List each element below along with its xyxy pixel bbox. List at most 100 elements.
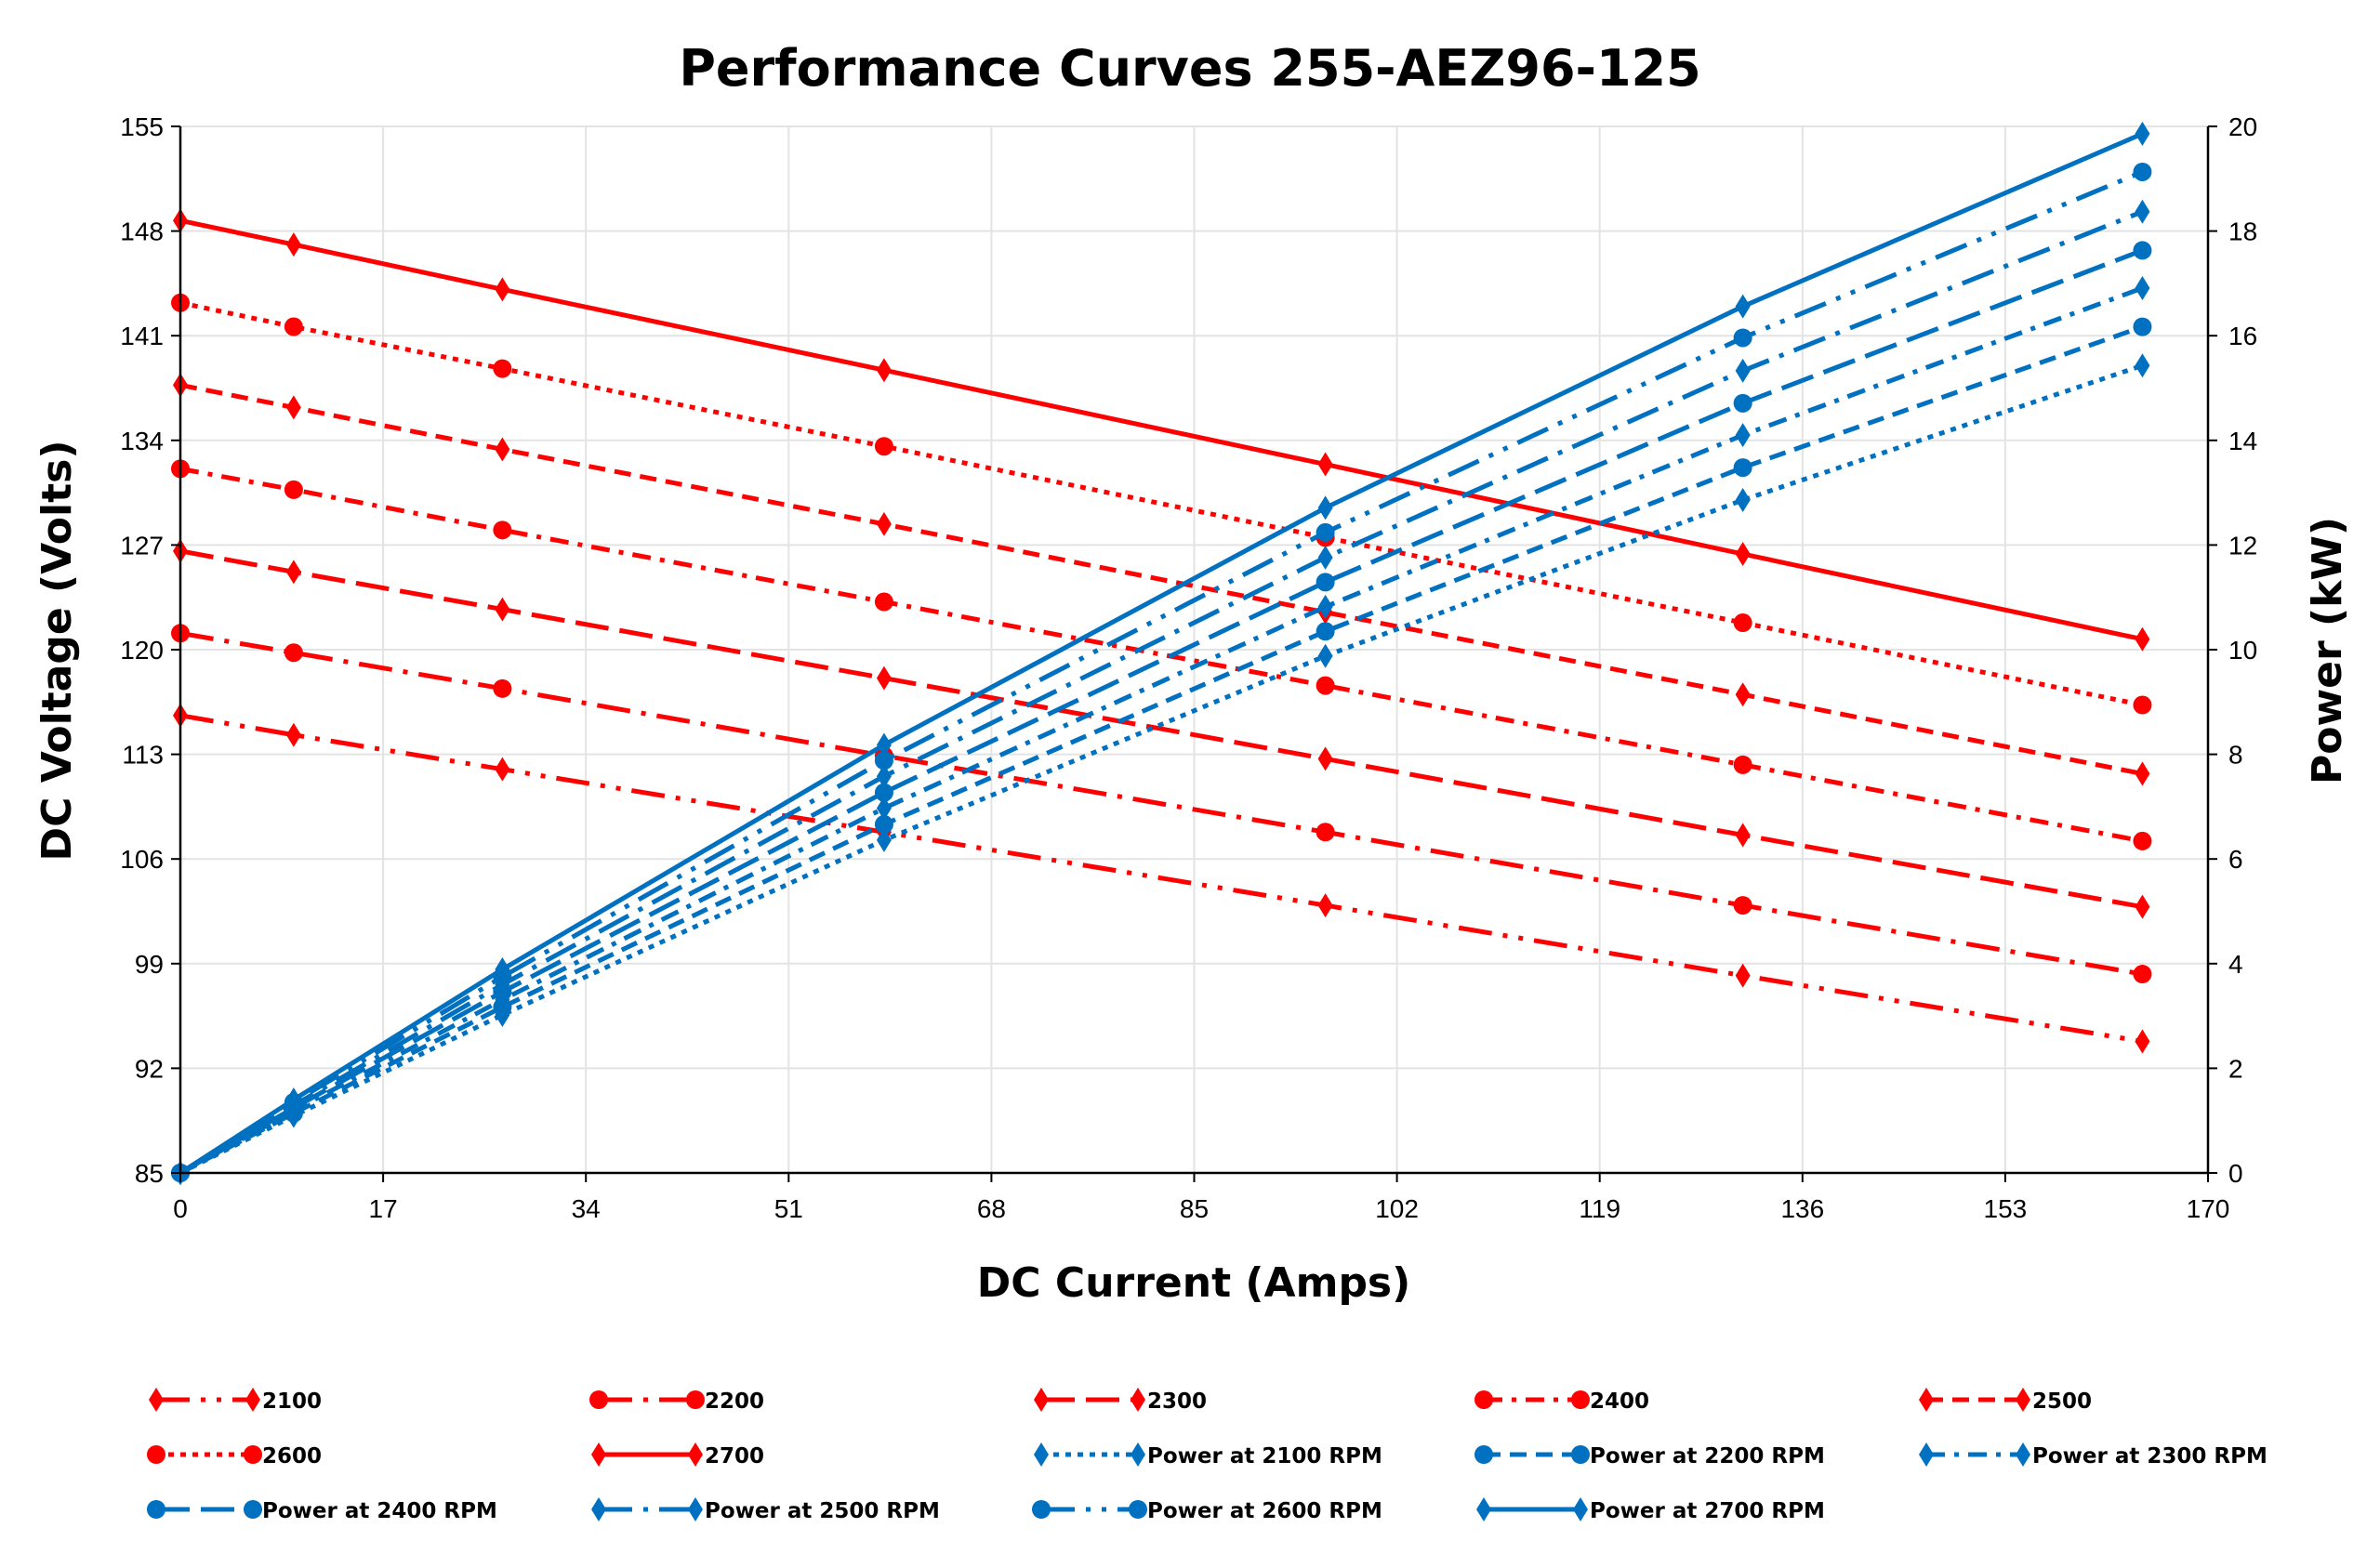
- series-line: [179, 548, 2143, 910]
- legend-label: 2500: [2032, 1389, 2092, 1414]
- series-line: [178, 248, 2144, 1176]
- diamond-marker: [495, 437, 510, 462]
- series-line: [179, 713, 2143, 1044]
- legend-item: 2300: [1034, 1388, 1207, 1414]
- legend-item: Power at 2700 RPM: [1476, 1497, 1825, 1523]
- diamond-marker: [1130, 1388, 1145, 1412]
- circle-marker: [147, 1445, 165, 1464]
- y-tick-label: 155: [120, 112, 164, 141]
- legend-label: 2200: [705, 1389, 764, 1414]
- diamond-marker: [285, 395, 301, 420]
- y2-tick-label: 18: [2228, 217, 2257, 246]
- legend-label: 2700: [705, 1444, 764, 1468]
- series-line: [178, 131, 2144, 1176]
- diamond-marker: [2135, 1029, 2150, 1054]
- diamond-marker: [1735, 423, 1751, 448]
- circle-marker: [147, 1500, 165, 1519]
- series-2300: [173, 538, 2150, 919]
- y-tick-label: 113: [122, 741, 164, 770]
- diamond-marker: [245, 1388, 260, 1412]
- circle-marker: [244, 1500, 262, 1519]
- circle-marker: [874, 815, 893, 835]
- legend-item: 2700: [591, 1442, 764, 1468]
- diamond-marker: [1735, 963, 1751, 988]
- y-tick-label: 92: [135, 1054, 164, 1083]
- legend-item: Power at 2300 RPM: [1919, 1442, 2268, 1468]
- series-power-at-2500-rpm: [173, 199, 2150, 1185]
- diamond-marker: [876, 665, 892, 691]
- y-tick-label: 99: [135, 950, 164, 979]
- circle-marker: [1474, 1390, 1493, 1409]
- diamond-marker: [285, 722, 301, 747]
- x-tick-label: 153: [1984, 1194, 2028, 1223]
- y2-tick-label: 8: [2228, 741, 2243, 770]
- diamond-marker: [591, 1497, 606, 1521]
- diamond-marker: [285, 560, 301, 585]
- diamond-marker: [1476, 1497, 1491, 1521]
- x-tick-label: 68: [977, 1194, 1006, 1223]
- legend-label: 2400: [1590, 1389, 1649, 1414]
- circle-marker: [1733, 613, 1752, 633]
- series-group: [171, 121, 2152, 1185]
- legend-item: Power at 2400 RPM: [147, 1499, 497, 1523]
- diamond-marker: [2016, 1388, 2030, 1412]
- diamond-marker: [2135, 199, 2150, 224]
- diamond-marker: [285, 1087, 301, 1113]
- diamond-marker: [2135, 121, 2150, 146]
- legend-item: Power at 2600 RPM: [1032, 1499, 1382, 1523]
- diamond-marker: [1919, 1388, 1934, 1412]
- circle-marker: [1733, 393, 1752, 413]
- diamond-marker: [1034, 1442, 1049, 1467]
- diamond-marker: [2016, 1442, 2030, 1467]
- diamond-marker: [876, 796, 892, 821]
- circle-marker: [1733, 328, 1752, 348]
- y2-tick-label: 16: [2228, 322, 2257, 350]
- circle-marker: [874, 751, 893, 770]
- diamond-marker: [1735, 487, 1751, 512]
- y2-tick-label: 6: [2228, 845, 2243, 874]
- circle-marker: [1733, 755, 1752, 774]
- legend-label: Power at 2200 RPM: [1590, 1444, 1825, 1468]
- circle-marker: [1129, 1500, 1147, 1519]
- y-tick-label: 85: [135, 1159, 164, 1188]
- y2-tick-label: 2: [2228, 1054, 2243, 1083]
- x-tick-label: 119: [1579, 1194, 1620, 1223]
- x-tick-label: 136: [1780, 1194, 1824, 1223]
- circle-marker: [874, 592, 893, 612]
- legend-item: 2200: [589, 1389, 764, 1414]
- circle-marker: [2133, 241, 2152, 260]
- diamond-marker: [1735, 358, 1751, 383]
- x-tick-label: 51: [774, 1194, 803, 1223]
- series-power-at-2200-rpm: [171, 317, 2152, 1182]
- series-2600: [171, 293, 2152, 715]
- legend-label: Power at 2100 RPM: [1147, 1444, 1382, 1468]
- legend-label: Power at 2600 RPM: [1147, 1499, 1382, 1523]
- circle-marker: [1316, 676, 1335, 695]
- legend-label: 2300: [1147, 1389, 1207, 1414]
- y-tick-label: 141: [120, 322, 164, 350]
- diamond-marker: [2135, 353, 2150, 378]
- circle-marker: [1571, 1445, 1590, 1464]
- chart-title: Performance Curves 255-AEZ96-125: [679, 39, 1700, 98]
- series-2400: [171, 459, 2152, 850]
- diamond-marker: [876, 764, 892, 789]
- legend-label: Power at 2700 RPM: [1590, 1499, 1825, 1523]
- circle-marker: [1316, 573, 1335, 592]
- diamond-marker: [2135, 761, 2150, 786]
- x-tick-label: 102: [1375, 1194, 1419, 1223]
- diamond-marker: [495, 277, 510, 302]
- diamond-marker: [1735, 823, 1751, 848]
- circle-marker: [1571, 1390, 1590, 1409]
- diamond-marker: [1317, 746, 1333, 771]
- diamond-marker: [1735, 682, 1751, 707]
- diamond-marker: [285, 232, 301, 257]
- diamond-marker: [1317, 643, 1333, 668]
- diamond-marker: [876, 732, 892, 757]
- legend-item: 2400: [1474, 1389, 1649, 1414]
- series-power-at-2700-rpm: [173, 121, 2150, 1185]
- y-tick-label: 120: [120, 636, 164, 665]
- circle-marker: [1733, 896, 1752, 915]
- x-tick-label: 17: [369, 1194, 398, 1223]
- diamond-marker: [876, 358, 892, 383]
